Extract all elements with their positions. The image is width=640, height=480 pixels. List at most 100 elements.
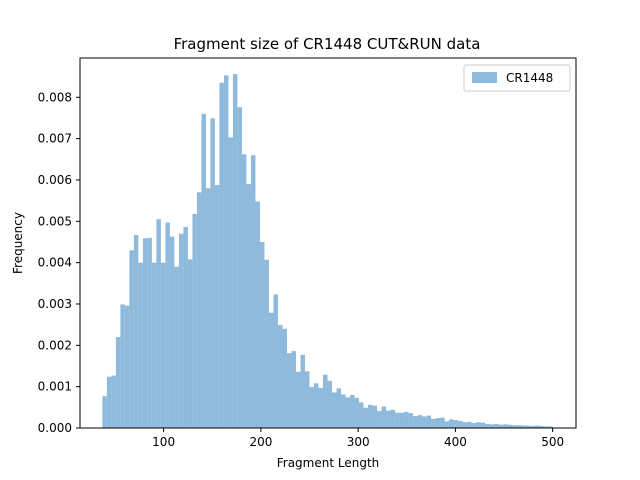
legend-label: CR1448 bbox=[506, 71, 553, 85]
x-tick-label: 500 bbox=[541, 435, 564, 449]
histogram-bar bbox=[250, 155, 256, 428]
histogram-bar bbox=[503, 424, 508, 428]
histogram-bar bbox=[417, 415, 423, 428]
histogram-bar bbox=[115, 337, 121, 428]
histogram-bar bbox=[386, 410, 391, 428]
histogram-bar bbox=[214, 184, 220, 428]
histogram-bar bbox=[345, 397, 351, 428]
histogram-bar bbox=[480, 422, 486, 428]
histogram-bar bbox=[372, 405, 378, 428]
y-tick-label: 0.001 bbox=[38, 380, 72, 394]
histogram-bar bbox=[485, 423, 490, 428]
histogram-bar bbox=[133, 234, 139, 428]
histogram-bar bbox=[543, 426, 549, 428]
histogram-bar bbox=[350, 394, 355, 428]
y-tick-label: 0.007 bbox=[38, 132, 72, 146]
histogram-bar bbox=[305, 371, 310, 428]
chart-title: Fragment size of CR1448 CUT&RUN data bbox=[174, 35, 481, 53]
histogram-bar bbox=[282, 328, 287, 428]
histogram-bar bbox=[435, 418, 441, 428]
histogram-bar bbox=[431, 418, 436, 428]
histogram-bar bbox=[268, 312, 274, 428]
histogram-bar bbox=[489, 424, 495, 428]
histogram-bar bbox=[277, 325, 283, 428]
histogram-bar bbox=[237, 107, 242, 428]
histogram-bar bbox=[440, 417, 445, 428]
y-tick-label: 0.006 bbox=[38, 173, 72, 187]
histogram-bar bbox=[539, 425, 544, 428]
histogram-bar bbox=[138, 262, 143, 428]
histogram-bar bbox=[196, 192, 202, 428]
histogram-bar bbox=[381, 406, 387, 428]
histogram-bar bbox=[183, 227, 188, 428]
histogram-bar bbox=[548, 426, 553, 428]
histogram-bar bbox=[201, 113, 206, 428]
histogram-bar bbox=[399, 412, 405, 428]
histogram-bar bbox=[471, 423, 477, 428]
histogram-bar bbox=[413, 416, 418, 428]
y-tick-label: 0.008 bbox=[38, 90, 72, 104]
histogram-bar bbox=[147, 237, 152, 428]
histogram-bar bbox=[205, 188, 211, 428]
histogram-bar bbox=[530, 425, 535, 428]
histogram-bar bbox=[295, 371, 301, 428]
histogram-bar bbox=[291, 351, 296, 428]
histogram-bar bbox=[232, 74, 238, 429]
y-tick-label: 0.003 bbox=[38, 297, 72, 311]
histogram-bar bbox=[426, 415, 432, 428]
plot-frame bbox=[79, 57, 577, 429]
y-axis-label: Frequency bbox=[11, 212, 25, 274]
histogram-bar bbox=[246, 184, 251, 428]
histogram-bar bbox=[151, 262, 157, 428]
histogram-bar bbox=[309, 387, 314, 428]
histogram-bar bbox=[142, 238, 148, 428]
histogram-bar bbox=[120, 304, 125, 428]
histogram-bar bbox=[354, 397, 360, 428]
histogram-bar bbox=[192, 213, 197, 428]
histogram-bar bbox=[521, 425, 526, 428]
histogram-bar bbox=[332, 392, 337, 428]
histogram-bar bbox=[228, 137, 233, 428]
histogram-bar bbox=[323, 374, 328, 428]
x-axis-label: Fragment Length bbox=[277, 456, 380, 470]
histogram-bar bbox=[178, 233, 184, 428]
histogram-bar bbox=[390, 409, 396, 428]
y-tick-label: 0.005 bbox=[38, 214, 72, 228]
histogram-bar bbox=[300, 354, 305, 428]
histogram-bar bbox=[111, 375, 116, 428]
histogram-bar bbox=[368, 404, 373, 428]
x-tick-label: 100 bbox=[152, 435, 175, 449]
histogram-bar bbox=[494, 423, 499, 428]
histogram-bar bbox=[341, 394, 346, 428]
histogram-bar bbox=[363, 407, 369, 428]
legend-box bbox=[463, 64, 571, 92]
histogram-bar bbox=[476, 422, 481, 428]
histogram-bar bbox=[219, 82, 224, 429]
histogram-bar bbox=[286, 353, 292, 428]
histogram-bar bbox=[241, 154, 247, 428]
histogram-bar bbox=[336, 388, 342, 428]
histogram-bar bbox=[174, 266, 179, 428]
histogram-bar bbox=[458, 420, 463, 428]
histogram-bar bbox=[169, 236, 175, 428]
histogram-bar bbox=[273, 294, 278, 428]
x-axis-ticks: 100 200 300 400 500 bbox=[152, 428, 564, 449]
histogram-bar bbox=[507, 424, 513, 428]
histogram-bar bbox=[516, 425, 522, 428]
x-tick-label: 300 bbox=[347, 435, 370, 449]
histogram-bar bbox=[129, 250, 134, 428]
histogram-bar bbox=[395, 412, 400, 428]
histogram-bar bbox=[467, 421, 472, 428]
y-tick-label: 0.002 bbox=[38, 338, 72, 352]
histogram-bar bbox=[102, 396, 107, 428]
histogram-bar bbox=[449, 419, 454, 428]
histogram-bar bbox=[422, 416, 427, 428]
x-tick-label: 400 bbox=[444, 435, 467, 449]
histogram-bar bbox=[525, 425, 531, 428]
histogram-bar bbox=[359, 402, 364, 428]
legend: CR1448 bbox=[463, 64, 571, 92]
histogram-bar bbox=[462, 422, 468, 428]
histogram-bar bbox=[377, 411, 382, 428]
x-tick-label: 200 bbox=[249, 435, 272, 449]
